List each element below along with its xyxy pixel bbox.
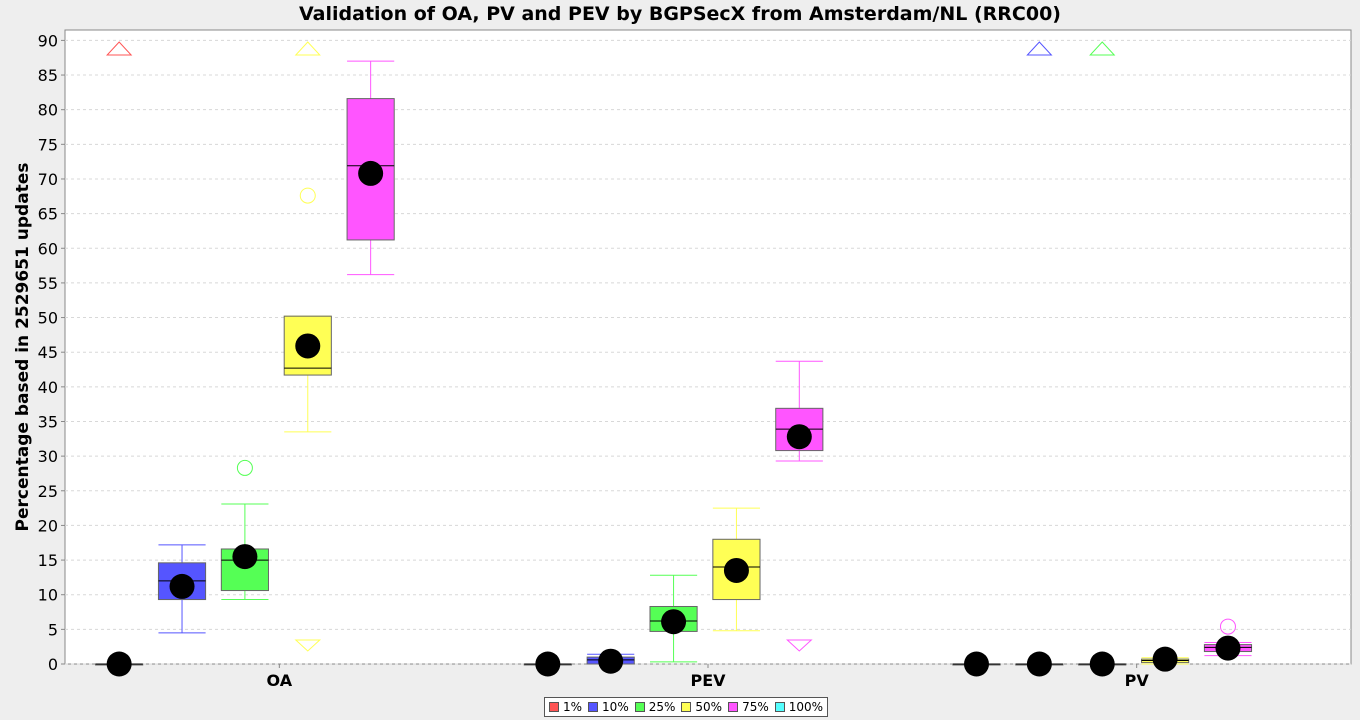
y-tick-label: 10 [38,586,58,605]
far-out-low-marker [786,639,813,652]
legend-item: 1% [549,700,582,714]
mean-marker [106,651,132,677]
legend-swatch [549,702,559,712]
legend-item: 10% [588,700,629,714]
legend-swatch [681,702,692,712]
outlier-marker [299,187,316,204]
legend-swatch [588,702,599,712]
y-axis-label: Percentage based in 2529651 updates [13,163,33,532]
mean-marker [661,609,687,635]
x-axis: OA PEV PV [267,664,1150,690]
box-25pct-PEV [649,574,698,663]
y-tick-label: 85 [38,66,58,85]
y-tick-label: 50 [38,309,58,328]
legend-item: 25% [634,700,676,714]
box-50pct-PEV [712,507,761,632]
chart-legend: 1% 10% 25% 50% 75% 100% [544,697,829,717]
chart-title: Validation of OA, PV and PEV by BGPSecX … [299,3,1061,25]
mean-marker [358,160,384,186]
y-tick-label: 90 [38,31,58,50]
mean-marker [963,651,989,677]
legend-swatch [774,702,785,712]
plot-area [64,29,1352,665]
mean-marker [295,333,321,359]
y-tick-label: 20 [38,516,58,535]
legend-item: 50% [681,700,722,714]
y-axis: 0 5 10 15 20 25 30 35 40 45 50 55 60 65 70 75 80 85 90 [38,31,65,674]
legend-swatch [634,702,645,712]
far-out-high-marker [294,41,321,56]
gridlines [65,39,1351,665]
x-tick-label: OA [267,671,293,690]
box-10pct-PV [1015,41,1064,677]
box-50pct-OA [283,41,332,652]
mean-marker [232,544,258,570]
box-75pct-PEV [775,360,824,652]
x-tick-label: PEV [690,671,726,690]
y-tick-label: 30 [38,447,58,466]
legend-label: 10% [602,700,629,714]
box-1pct-PEV [523,651,572,677]
y-tick-label: 35 [38,412,58,431]
x-tick-label: PV [1125,671,1150,690]
legend-label: 100% [788,700,824,714]
mean-marker [1152,646,1178,672]
legend-label: 25% [648,700,676,714]
y-tick-label: 70 [38,170,58,189]
y-tick-label: 0 [48,655,58,674]
legend-label: 50% [695,700,723,714]
legend-label: 1% [563,700,583,714]
box-10pct-PEV [586,648,635,674]
far-out-high-marker [1089,41,1116,56]
y-tick-label: 45 [38,343,58,362]
legend-item: 100% [774,700,824,714]
legend-item: 75% [728,700,769,714]
y-tick-label: 60 [38,239,58,258]
box-1pct-OA [95,41,144,677]
box-25pct-OA [220,459,269,601]
far-out-high-marker [106,41,133,56]
mean-marker [723,557,749,583]
outlier-marker [1219,618,1236,635]
box-1pct-PV [952,651,1001,677]
y-tick-label: 75 [38,135,58,154]
mean-marker [1026,651,1052,677]
mean-marker [598,648,624,674]
box-50pct-PV [1141,646,1190,672]
mean-marker [786,424,812,450]
box-75pct-OA [346,60,395,276]
mean-marker [535,651,561,677]
y-tick-label: 55 [38,274,58,293]
mean-marker [169,573,195,599]
box-marks [95,41,1253,677]
y-tick-label: 65 [38,205,58,224]
far-out-high-marker [1026,41,1053,56]
y-tick-label: 80 [38,101,58,120]
far-out-low-marker [294,639,322,652]
legend-label: 75% [742,700,769,714]
legend-swatch [728,702,739,712]
box-75pct-PV [1203,618,1253,661]
y-tick-label: 40 [38,378,58,397]
y-tick-label: 5 [48,620,58,639]
mean-marker [1089,651,1115,677]
y-tick-label: 15 [38,551,58,570]
outlier-marker [236,459,253,476]
y-tick-label: 25 [38,482,58,501]
box-10pct-OA [157,544,207,634]
mean-marker [1215,635,1241,661]
box-25pct-PV [1078,41,1127,677]
